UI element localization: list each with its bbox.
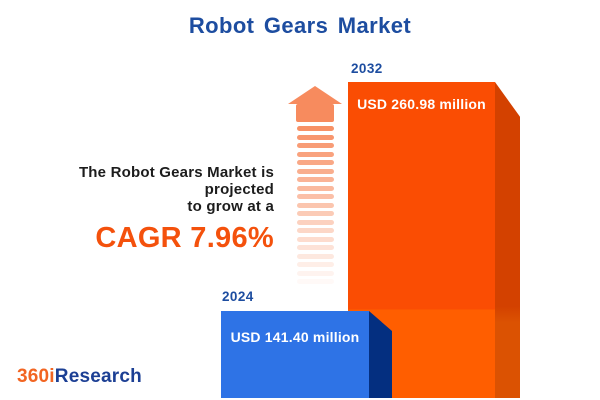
bar-value-label-2024: USD 141.40 million — [230, 329, 360, 345]
bar-2032-side-face — [495, 82, 520, 398]
growth-arrow-dashes — [297, 126, 334, 288]
growth-arrow-dash — [297, 219, 334, 225]
page-title: Robot Gears Market — [188, 13, 412, 38]
growth-arrow-dash — [297, 168, 334, 174]
growth-arrow-dash — [297, 262, 334, 267]
growth-arrow-dash — [297, 185, 334, 191]
growth-arrow-dash — [297, 177, 334, 182]
growth-arrow-dash — [297, 126, 334, 131]
growth-arrow-dash — [297, 270, 334, 276]
bar-year-label-2032: 2032 — [351, 61, 383, 76]
bar-value-label-2032: USD 260.98 million — [357, 96, 486, 112]
growth-arrow-up-icon — [288, 86, 342, 104]
brand-logo: 360iResearch — [17, 366, 142, 388]
growth-arrow-dash — [297, 245, 334, 250]
growth-arrow-dash — [297, 160, 334, 165]
growth-arrow-dash — [297, 253, 334, 259]
growth-arrow-dash — [297, 236, 334, 242]
growth-arrow-neck — [296, 104, 334, 122]
cagr-value: CAGR 7.96% — [95, 222, 274, 254]
brand-logo-360i: 360i — [17, 366, 55, 387]
annotation-line-2: to grow at a — [187, 198, 274, 215]
growth-arrow-dash — [297, 151, 334, 157]
bar-2024 — [221, 311, 369, 398]
bar-year-label-2024: 2024 — [222, 289, 254, 304]
growth-arrow-dash — [297, 211, 334, 216]
growth-arrow-dash — [297, 228, 334, 233]
brand-logo-research: Research — [54, 366, 142, 387]
annotation-block: The Robot Gears Market is projected to g… — [8, 164, 274, 255]
growth-arrow-dash — [297, 202, 334, 208]
bar-2024-side-face — [369, 311, 392, 398]
growth-arrow-dash — [297, 134, 334, 140]
growth-arrow-dash — [297, 194, 334, 199]
growth-arrow-dash — [297, 143, 334, 148]
annotation-line-1: The Robot Gears Market is projected — [78, 164, 274, 198]
growth-arrow-dash — [297, 279, 334, 284]
